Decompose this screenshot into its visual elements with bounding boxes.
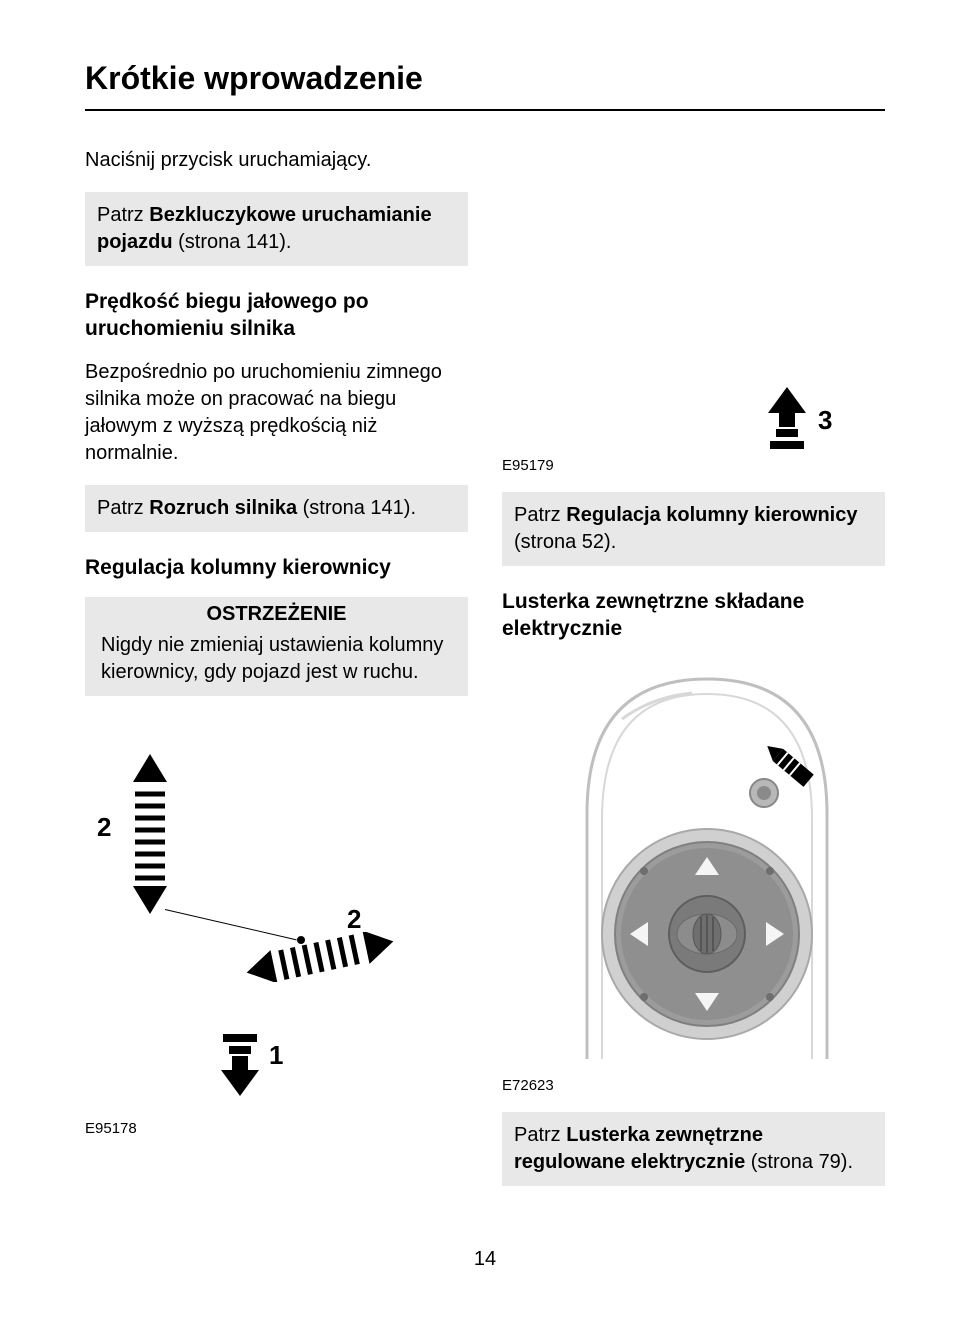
step-down-arrow-icon bbox=[215, 1034, 265, 1101]
label-2-vertical: 2 bbox=[97, 812, 111, 843]
left-p2: Bezpośrednio po uruchomieniu zimnego sil… bbox=[85, 359, 468, 467]
ref-box-steering-column: Patrz Regulacja kolumny kierownicy (stro… bbox=[502, 492, 885, 566]
ref-bold: Regulacja kolumny kierownicy bbox=[566, 504, 857, 526]
page-title: Krótkie wprowadzenie bbox=[85, 60, 885, 97]
warning-box: OSTRZEŻENIE Nigdy nie zmieniaj ustawieni… bbox=[85, 597, 468, 696]
warning-text: Nigdy nie zmieniaj ustawienia kolumny ki… bbox=[97, 632, 456, 686]
left-column: Naciśnij przycisk uruchamiający. Patrz B… bbox=[85, 147, 468, 1208]
figure-code-left: E95178 bbox=[85, 1120, 468, 1137]
subheading-idle: Prędkość biegu jałowego po uruchomieniu … bbox=[85, 288, 468, 343]
ref-box-mirrors: Patrz Lusterka zewnętrzne regulowane ele… bbox=[502, 1112, 885, 1186]
ref-box-keyless: Patrz Bezkluczykowe uruchamianie pojazdu… bbox=[85, 192, 468, 266]
ref-bold: Rozruch silnika bbox=[149, 497, 297, 519]
vertical-adjust-arrow-icon bbox=[127, 754, 173, 914]
ref-post: (strona 141). bbox=[297, 497, 416, 519]
warning-title: OSTRZEŻENIE bbox=[97, 603, 456, 626]
step-up-arrow-icon bbox=[762, 387, 812, 454]
ref-post: (strona 79). bbox=[745, 1151, 853, 1173]
steering-diagram: 2 bbox=[85, 734, 465, 1114]
subheading-mirrors: Lusterka zewnętrzne składane elektryczni… bbox=[502, 588, 885, 643]
ref-pre: Patrz bbox=[514, 1124, 566, 1146]
figure-code-right-bot: E72623 bbox=[502, 1077, 885, 1094]
label-3: 3 bbox=[818, 405, 832, 436]
mirror-control-diagram bbox=[502, 659, 882, 1059]
ref-post: (strona 52). bbox=[514, 531, 616, 553]
ref-post: (strona 141). bbox=[173, 231, 292, 253]
ref-pre: Patrz bbox=[97, 204, 149, 226]
page-number: 14 bbox=[85, 1248, 885, 1271]
right-column: 3 E95179 Patrz Regulacja kolumny kierown… bbox=[502, 147, 885, 1208]
title-rule bbox=[85, 109, 885, 111]
ref-box-rozruch: Patrz Rozruch silnika (strona 141). bbox=[85, 485, 468, 532]
label-2-horizontal: 2 bbox=[347, 904, 361, 935]
ref-pre: Patrz bbox=[514, 504, 566, 526]
label-1-step: 1 bbox=[269, 1040, 283, 1071]
left-p1: Naciśnij przycisk uruchamiający. bbox=[85, 147, 468, 174]
figure-code-right-top: E95179 bbox=[502, 457, 885, 474]
ref-pre: Patrz bbox=[97, 497, 149, 519]
subheading-steering: Regulacja kolumny kierownicy bbox=[85, 554, 468, 581]
horizontal-adjust-arrow-icon bbox=[245, 932, 395, 987]
